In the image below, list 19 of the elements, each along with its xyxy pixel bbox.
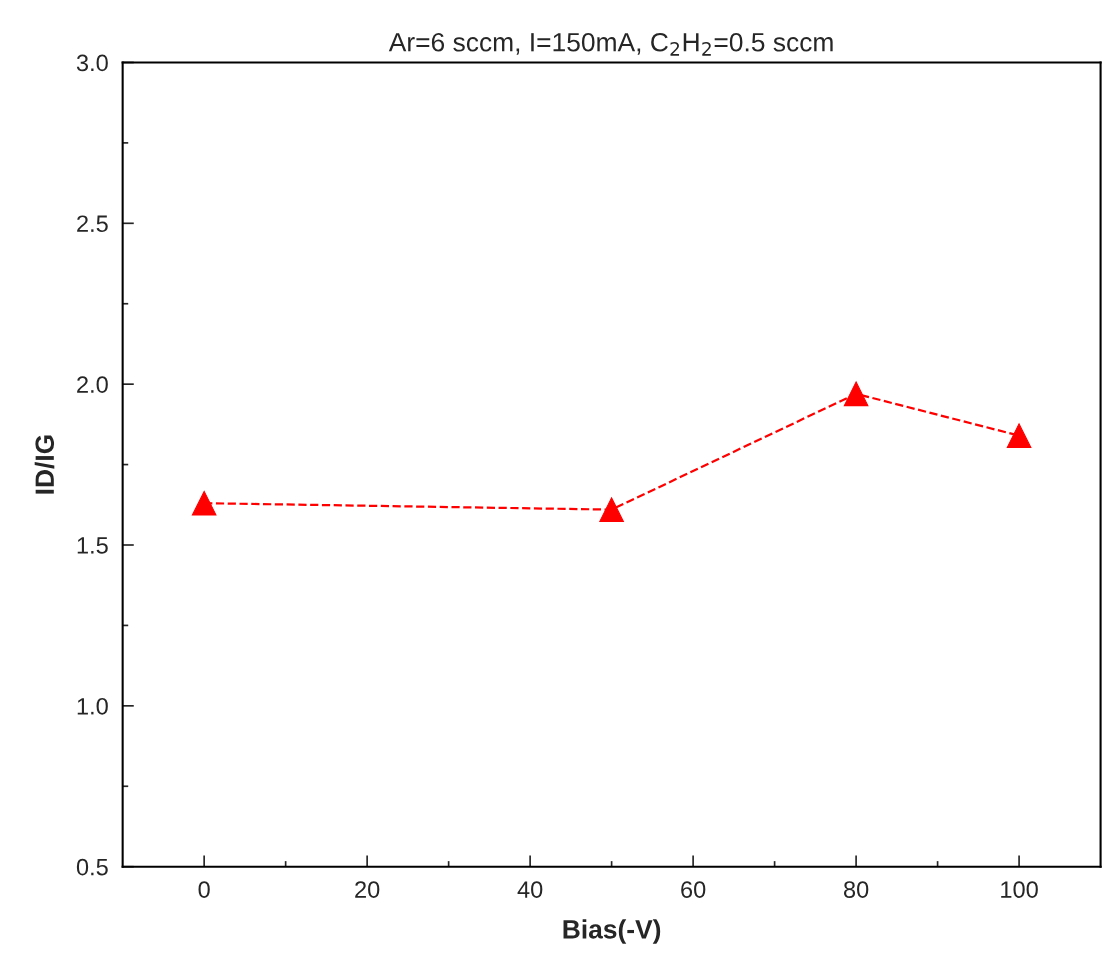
y-tick-label: 0.5 bbox=[76, 858, 108, 876]
x-tick-label: 0 bbox=[198, 881, 210, 898]
point bbox=[599, 497, 624, 522]
y-tick-label: 1.0 bbox=[77, 697, 108, 715]
x-tick-label: 100 bbox=[1001, 881, 1038, 898]
x-tick-label: 60 bbox=[681, 881, 706, 898]
x-tick-label: 20 bbox=[355, 881, 380, 898]
point bbox=[843, 381, 869, 407]
x-axis-title: Bias(-V) bbox=[563, 919, 661, 944]
y-tick-label: 2.5 bbox=[77, 215, 108, 233]
x-tick-label: 80 bbox=[843, 881, 869, 898]
chart-title: Ar=6 sccm, I=150mA, C$_{2}$H$_{2}$=0.5 sccm bbox=[388, 32, 833, 56]
x-tick-label: 40 bbox=[517, 881, 543, 898]
y-tick-label: 1.5 bbox=[77, 537, 108, 554]
y-tick-label: 3.0 bbox=[76, 54, 108, 72]
point bbox=[191, 490, 217, 516]
y-tick-label: 2.0 bbox=[77, 376, 108, 393]
y-axis-title: ID/IG bbox=[34, 435, 55, 494]
point bbox=[1006, 423, 1032, 448]
